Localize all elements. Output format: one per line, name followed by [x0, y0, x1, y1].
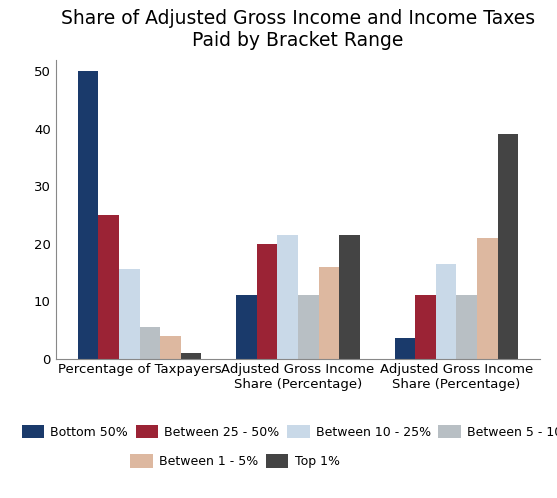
Legend: Between 1 - 5%, Top 1%: Between 1 - 5%, Top 1%: [130, 455, 340, 469]
Bar: [319, 266, 339, 359]
Bar: [395, 339, 416, 359]
Bar: [277, 235, 298, 359]
Bar: [456, 295, 477, 359]
Bar: [497, 134, 518, 359]
Bar: [298, 295, 319, 359]
Bar: [99, 215, 119, 359]
Bar: [119, 269, 140, 359]
Bar: [416, 295, 436, 359]
Bar: [78, 71, 99, 359]
Bar: [140, 327, 160, 359]
Bar: [257, 244, 277, 359]
Bar: [180, 353, 201, 359]
Bar: [236, 295, 257, 359]
Bar: [436, 264, 456, 359]
Title: Share of Adjusted Gross Income and Income Taxes
Paid by Bracket Range: Share of Adjusted Gross Income and Incom…: [61, 9, 535, 50]
Bar: [339, 235, 360, 359]
Bar: [477, 238, 497, 359]
Bar: [160, 336, 180, 359]
